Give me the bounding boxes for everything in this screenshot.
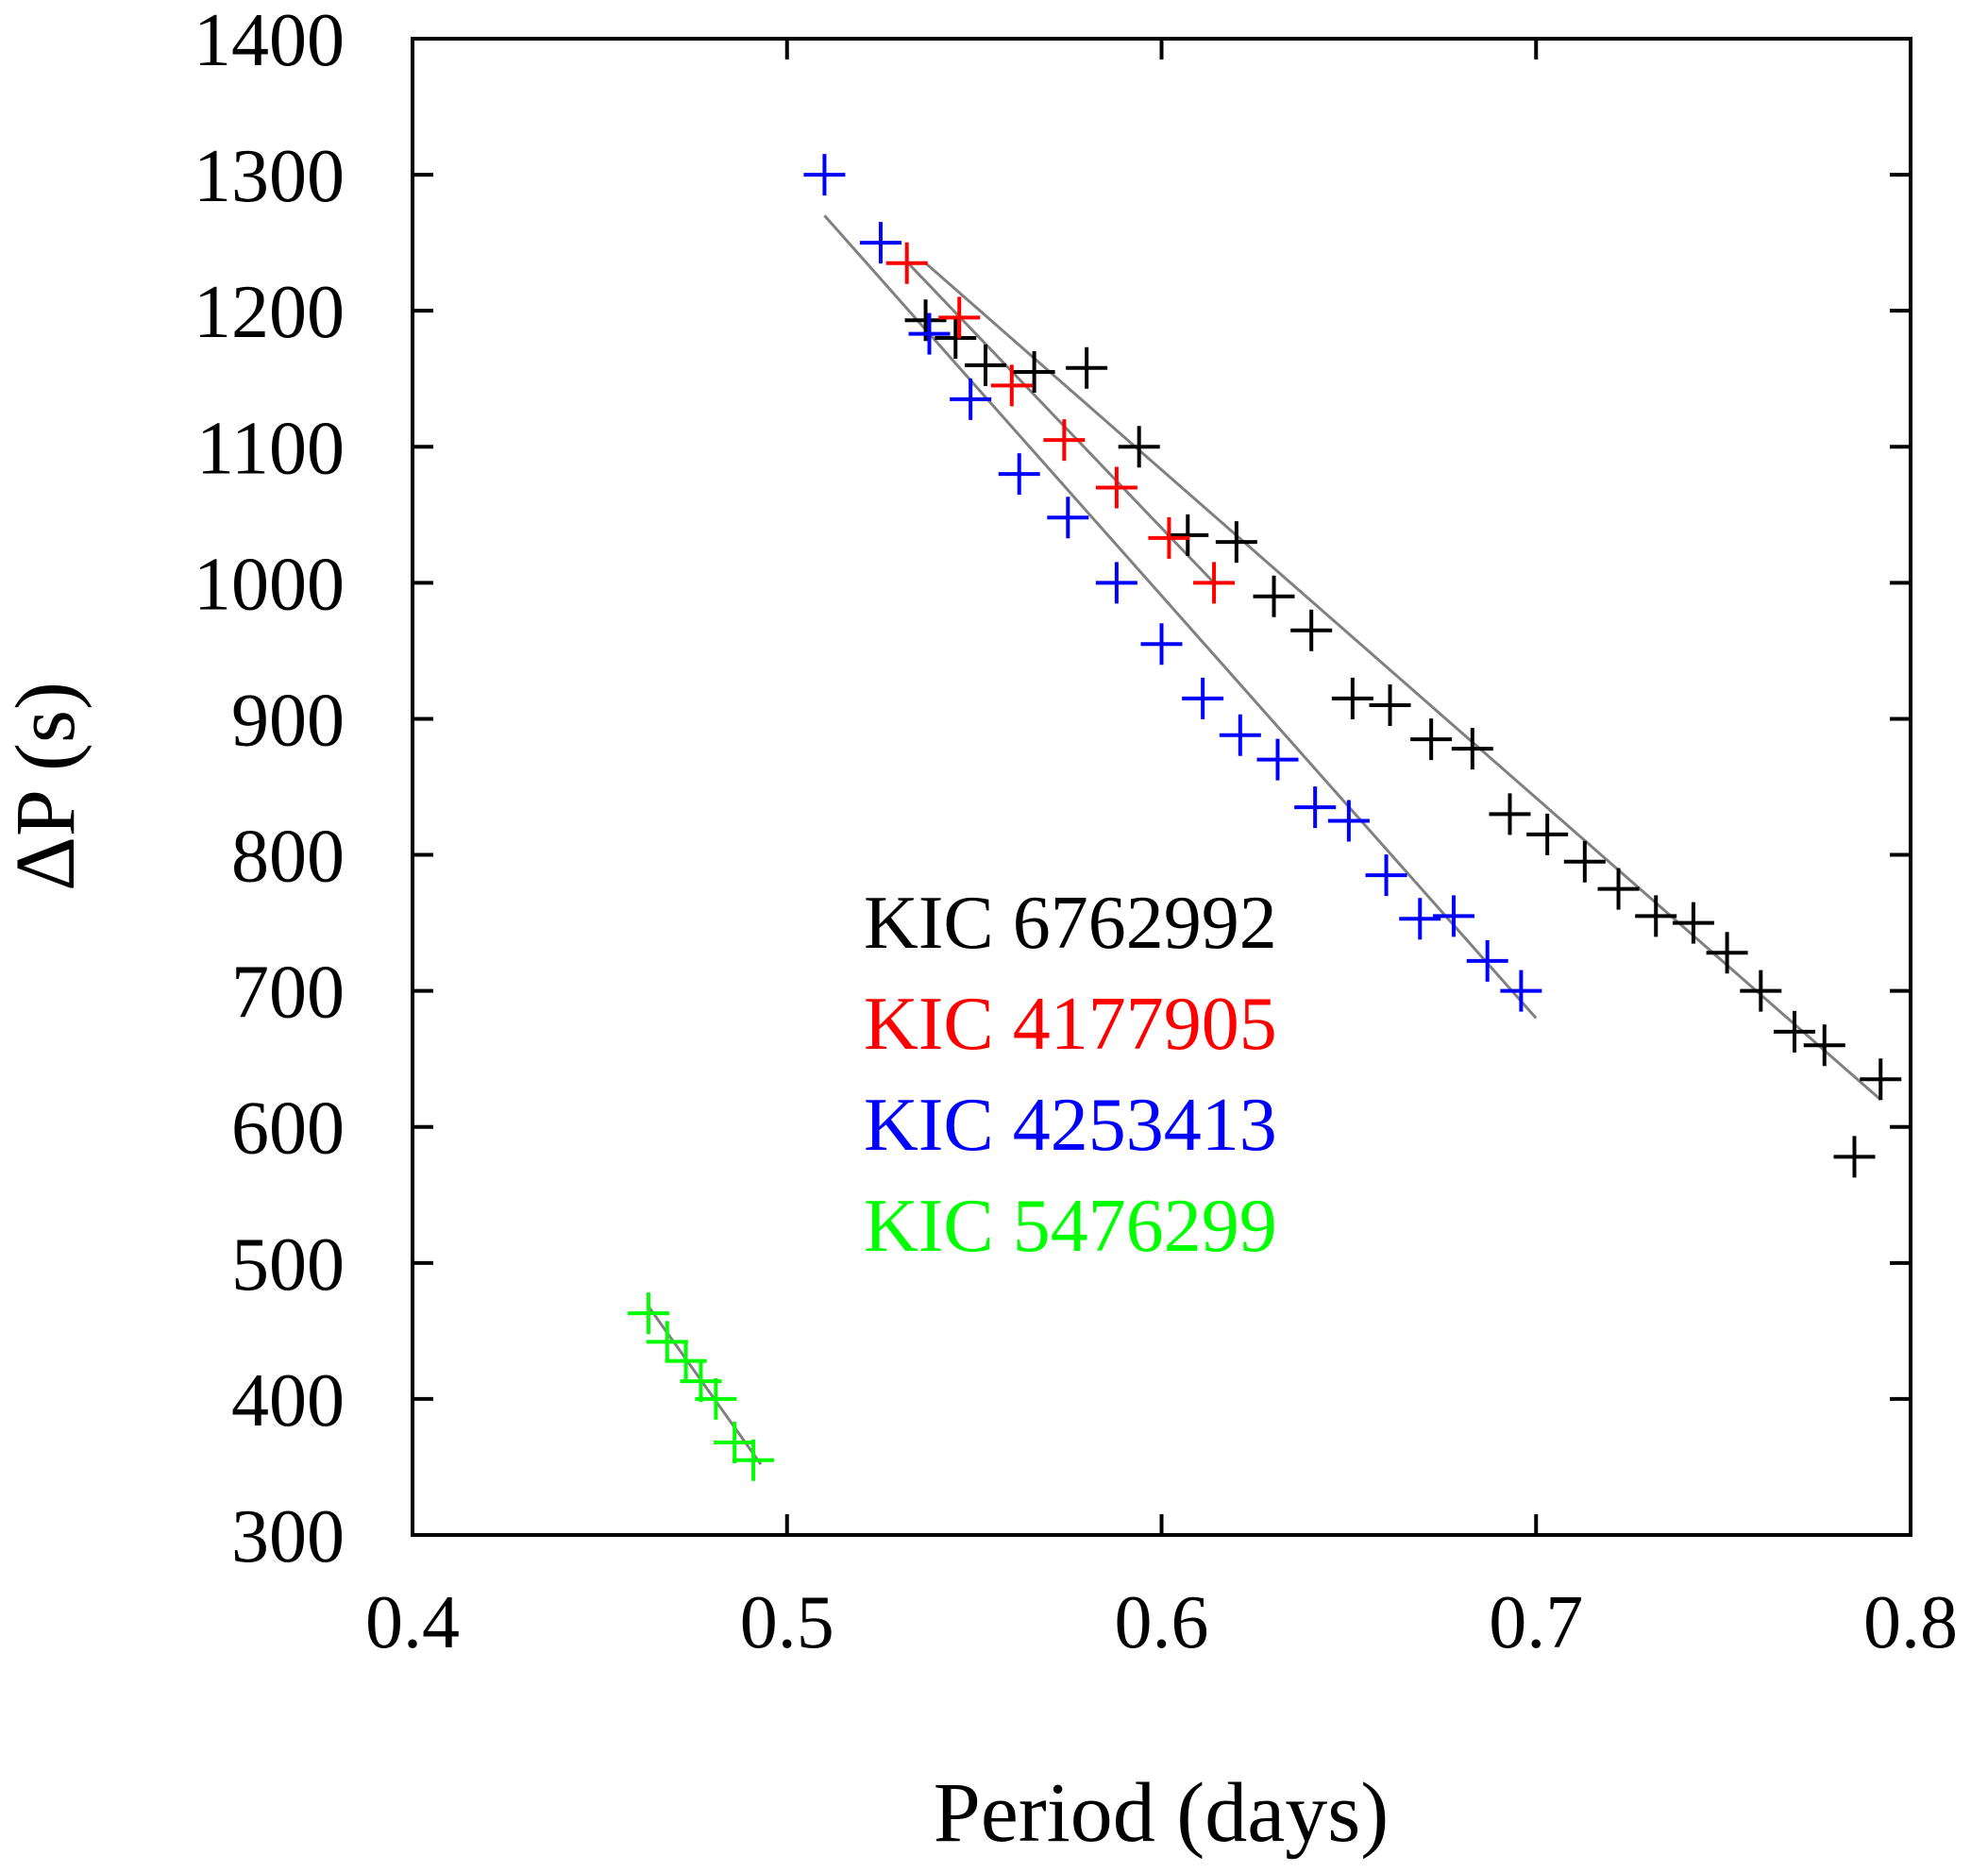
legend-label: KIC 4177905	[864, 983, 1277, 1066]
data-point	[1140, 623, 1183, 666]
data-point	[935, 317, 977, 359]
data-point	[1095, 466, 1137, 509]
x-tick-label: 0.6	[1115, 1581, 1209, 1664]
data-point	[1043, 419, 1086, 462]
data-point	[1253, 575, 1295, 617]
legend-label: KIC 6762992	[864, 882, 1277, 965]
data-point	[1182, 677, 1224, 719]
data-point	[1451, 728, 1493, 770]
data-point	[990, 364, 1033, 407]
data-point	[1399, 898, 1441, 940]
data-point	[950, 378, 992, 420]
y-tick-label: 1000	[194, 543, 345, 626]
data-point	[1466, 939, 1508, 982]
data-point	[695, 1377, 737, 1420]
data-point	[1635, 895, 1677, 937]
data-point	[733, 1439, 775, 1481]
data-point	[1290, 609, 1333, 651]
y-tick-label: 800	[231, 816, 345, 899]
data-point	[1215, 521, 1257, 564]
legend: KIC 6762992 KIC 4177905 KIC 4253413 KIC 547…	[864, 882, 1277, 1268]
legend-label: KIC 4253413	[864, 1084, 1277, 1167]
data-point	[627, 1292, 669, 1335]
data-points	[627, 154, 1902, 1481]
x-tick-label: 0.4	[365, 1581, 460, 1664]
y-tick-label: 900	[231, 679, 345, 762]
y-tick-label: 600	[231, 1088, 345, 1171]
data-point	[1410, 718, 1453, 761]
x-tick-label: 0.5	[740, 1581, 834, 1664]
data-point	[1740, 970, 1782, 1012]
data-point	[1256, 738, 1299, 781]
data-point	[1047, 497, 1089, 539]
data-point	[1774, 1010, 1816, 1053]
y-tick-label: 400	[231, 1359, 345, 1442]
data-point	[1095, 562, 1137, 604]
data-point	[1500, 970, 1542, 1012]
y-tick-label: 700	[231, 952, 345, 1035]
data-point	[1167, 514, 1209, 556]
data-point	[1672, 902, 1714, 944]
data-point	[1193, 562, 1236, 604]
ticks: 0.4 0.5 0.6 0.7 0.8 300 400 500 600 700 800 900 1000…	[194, 0, 1958, 1664]
data-point	[908, 312, 951, 355]
data-point	[965, 344, 1007, 386]
fit-line	[823, 214, 1538, 1020]
fit-lines	[647, 214, 1882, 1465]
data-point	[1331, 677, 1373, 719]
data-point	[938, 296, 981, 339]
data-point	[1294, 786, 1337, 829]
fit-line	[924, 261, 1882, 1102]
data-point	[1066, 346, 1108, 389]
y-tick-label: 300	[231, 1495, 345, 1578]
data-point	[646, 1321, 688, 1363]
data-point	[1013, 351, 1055, 394]
data-point	[1365, 854, 1407, 897]
data-point	[1148, 516, 1190, 559]
plot-frame	[411, 37, 1912, 1537]
y-tick-label: 500	[231, 1223, 345, 1307]
data-point	[1118, 426, 1160, 468]
y-axis-label: ΔP (s)	[0, 682, 93, 891]
data-point	[885, 242, 928, 284]
data-point	[1860, 1058, 1902, 1101]
data-point	[1526, 813, 1569, 855]
y-tick-label: 1300	[194, 135, 345, 218]
y-tick-label: 1100	[196, 407, 345, 490]
data-point	[1327, 800, 1370, 842]
x-tick-label: 0.7	[1489, 1581, 1583, 1664]
data-point	[859, 222, 901, 264]
data-point	[1803, 1024, 1845, 1067]
data-point	[1219, 714, 1261, 756]
y-tick-label: 1200	[194, 271, 345, 354]
x-tick-label: 0.8	[1863, 1581, 1958, 1664]
axes	[411, 37, 1912, 1537]
data-point	[1706, 932, 1748, 974]
data-point	[1563, 840, 1606, 883]
legend-label: KIC 5476299	[864, 1185, 1277, 1268]
data-point	[714, 1422, 756, 1464]
data-point	[1432, 895, 1474, 937]
x-axis-label: Period (days)	[934, 1766, 1389, 1860]
data-point	[1833, 1136, 1876, 1178]
y-tick-label: 1400	[194, 0, 345, 82]
data-point	[1489, 793, 1531, 835]
data-point	[998, 453, 1040, 496]
data-point	[1597, 868, 1640, 910]
data-point	[803, 154, 846, 196]
data-point	[1369, 684, 1411, 727]
